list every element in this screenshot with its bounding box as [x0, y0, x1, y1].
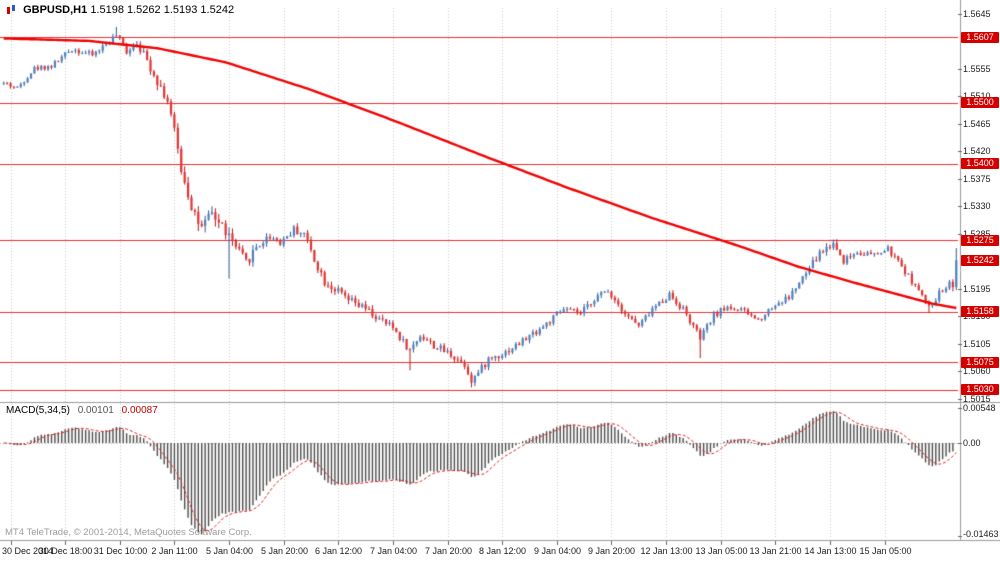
- mt4-chart-window: MT4 TeleTrade, © 2001-2014, MetaQuotes S…: [0, 0, 1000, 561]
- price-chart-canvas[interactable]: [0, 0, 1000, 561]
